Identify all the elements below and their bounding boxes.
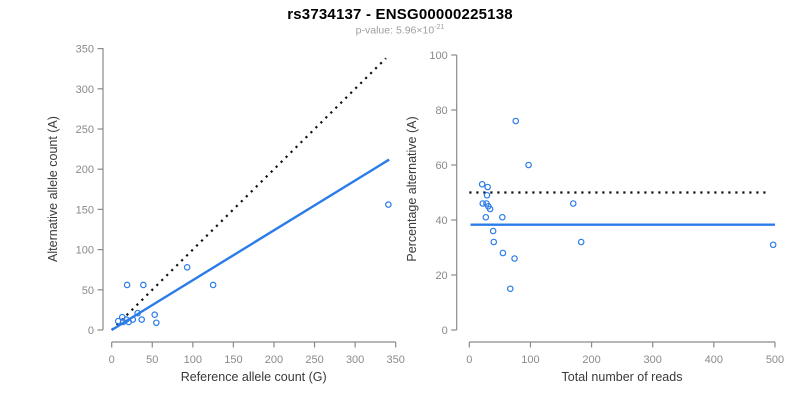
x-tick-label: 100 [184, 354, 202, 366]
data-point [183, 263, 191, 271]
data-point [486, 205, 494, 213]
x-tick-label: 300 [346, 354, 364, 366]
data-point [134, 309, 141, 317]
data-point [484, 183, 491, 191]
y-tick-label: 300 [76, 84, 94, 96]
x-axis-title: Reference allele count (G) [181, 370, 327, 384]
y-axis-title: Alternative allele count (A) [46, 116, 60, 262]
y-tick-label: 350 [76, 44, 94, 56]
y-tick-label: 80 [435, 105, 447, 117]
x-tick-label: 350 [387, 354, 405, 366]
y-tick-label: 20 [435, 270, 447, 282]
pvalue-exponent: -21 [434, 24, 445, 31]
data-point [140, 281, 147, 289]
data-point [577, 238, 585, 246]
data-point [129, 316, 137, 323]
data-point [483, 191, 491, 199]
data-point [489, 227, 497, 235]
data-point [490, 238, 498, 246]
data-point [151, 311, 159, 319]
x-tick-label: 200 [582, 354, 600, 366]
data-point [138, 316, 146, 323]
figure-header: rs3734137 - ENSG00000225138 p-value: 5.9… [0, 0, 800, 37]
data-point [511, 255, 518, 262]
x-tick-label: 0 [109, 354, 115, 366]
pvalue-subtitle: p-value: 5.96×10-21 [0, 24, 800, 37]
x-tick-label: 500 [766, 354, 784, 366]
y-tick-label: 0 [442, 325, 448, 337]
data-point [478, 180, 486, 188]
data-point [479, 200, 487, 207]
y-tick-label: 100 [76, 245, 94, 257]
data-point [153, 319, 160, 327]
identity-line [110, 57, 387, 331]
pvalue-text: p-value: 5.96×10 [355, 24, 435, 37]
data-point [512, 117, 520, 125]
data-point [385, 201, 392, 208]
y-tick-label: 60 [435, 160, 447, 172]
x-tick-label: 100 [521, 354, 539, 366]
y-tick-label: 250 [76, 124, 94, 136]
x-tick-label: 50 [146, 354, 158, 366]
regression-line [111, 158, 390, 332]
x-axis-title: Total number of reads [562, 370, 683, 384]
y-tick-label: 200 [76, 164, 94, 176]
y-tick-label: 0 [88, 325, 94, 337]
y-tick-label: 100 [429, 50, 447, 62]
data-point [482, 213, 490, 221]
y-tick-label: 40 [435, 215, 447, 227]
data-point [123, 281, 131, 289]
x-tick-label: 300 [644, 354, 662, 366]
data-point [209, 281, 217, 289]
x-tick-label: 400 [705, 354, 723, 366]
data-point [769, 241, 777, 249]
x-tick-label: 250 [305, 354, 323, 366]
y-tick-label: 150 [76, 204, 94, 216]
data-point [506, 285, 514, 293]
data-point [499, 213, 506, 221]
y-tick-label: 50 [82, 285, 94, 297]
x-tick-label: 200 [265, 354, 283, 366]
data-point [499, 249, 507, 257]
data-point [569, 200, 577, 207]
data-point [525, 161, 532, 169]
figure-title: rs3734137 - ENSG00000225138 [287, 6, 513, 23]
y-axis-title: Percentage alternative (A) [405, 116, 419, 261]
x-tick-label: 0 [466, 354, 472, 366]
x-tick-label: 150 [224, 354, 242, 366]
